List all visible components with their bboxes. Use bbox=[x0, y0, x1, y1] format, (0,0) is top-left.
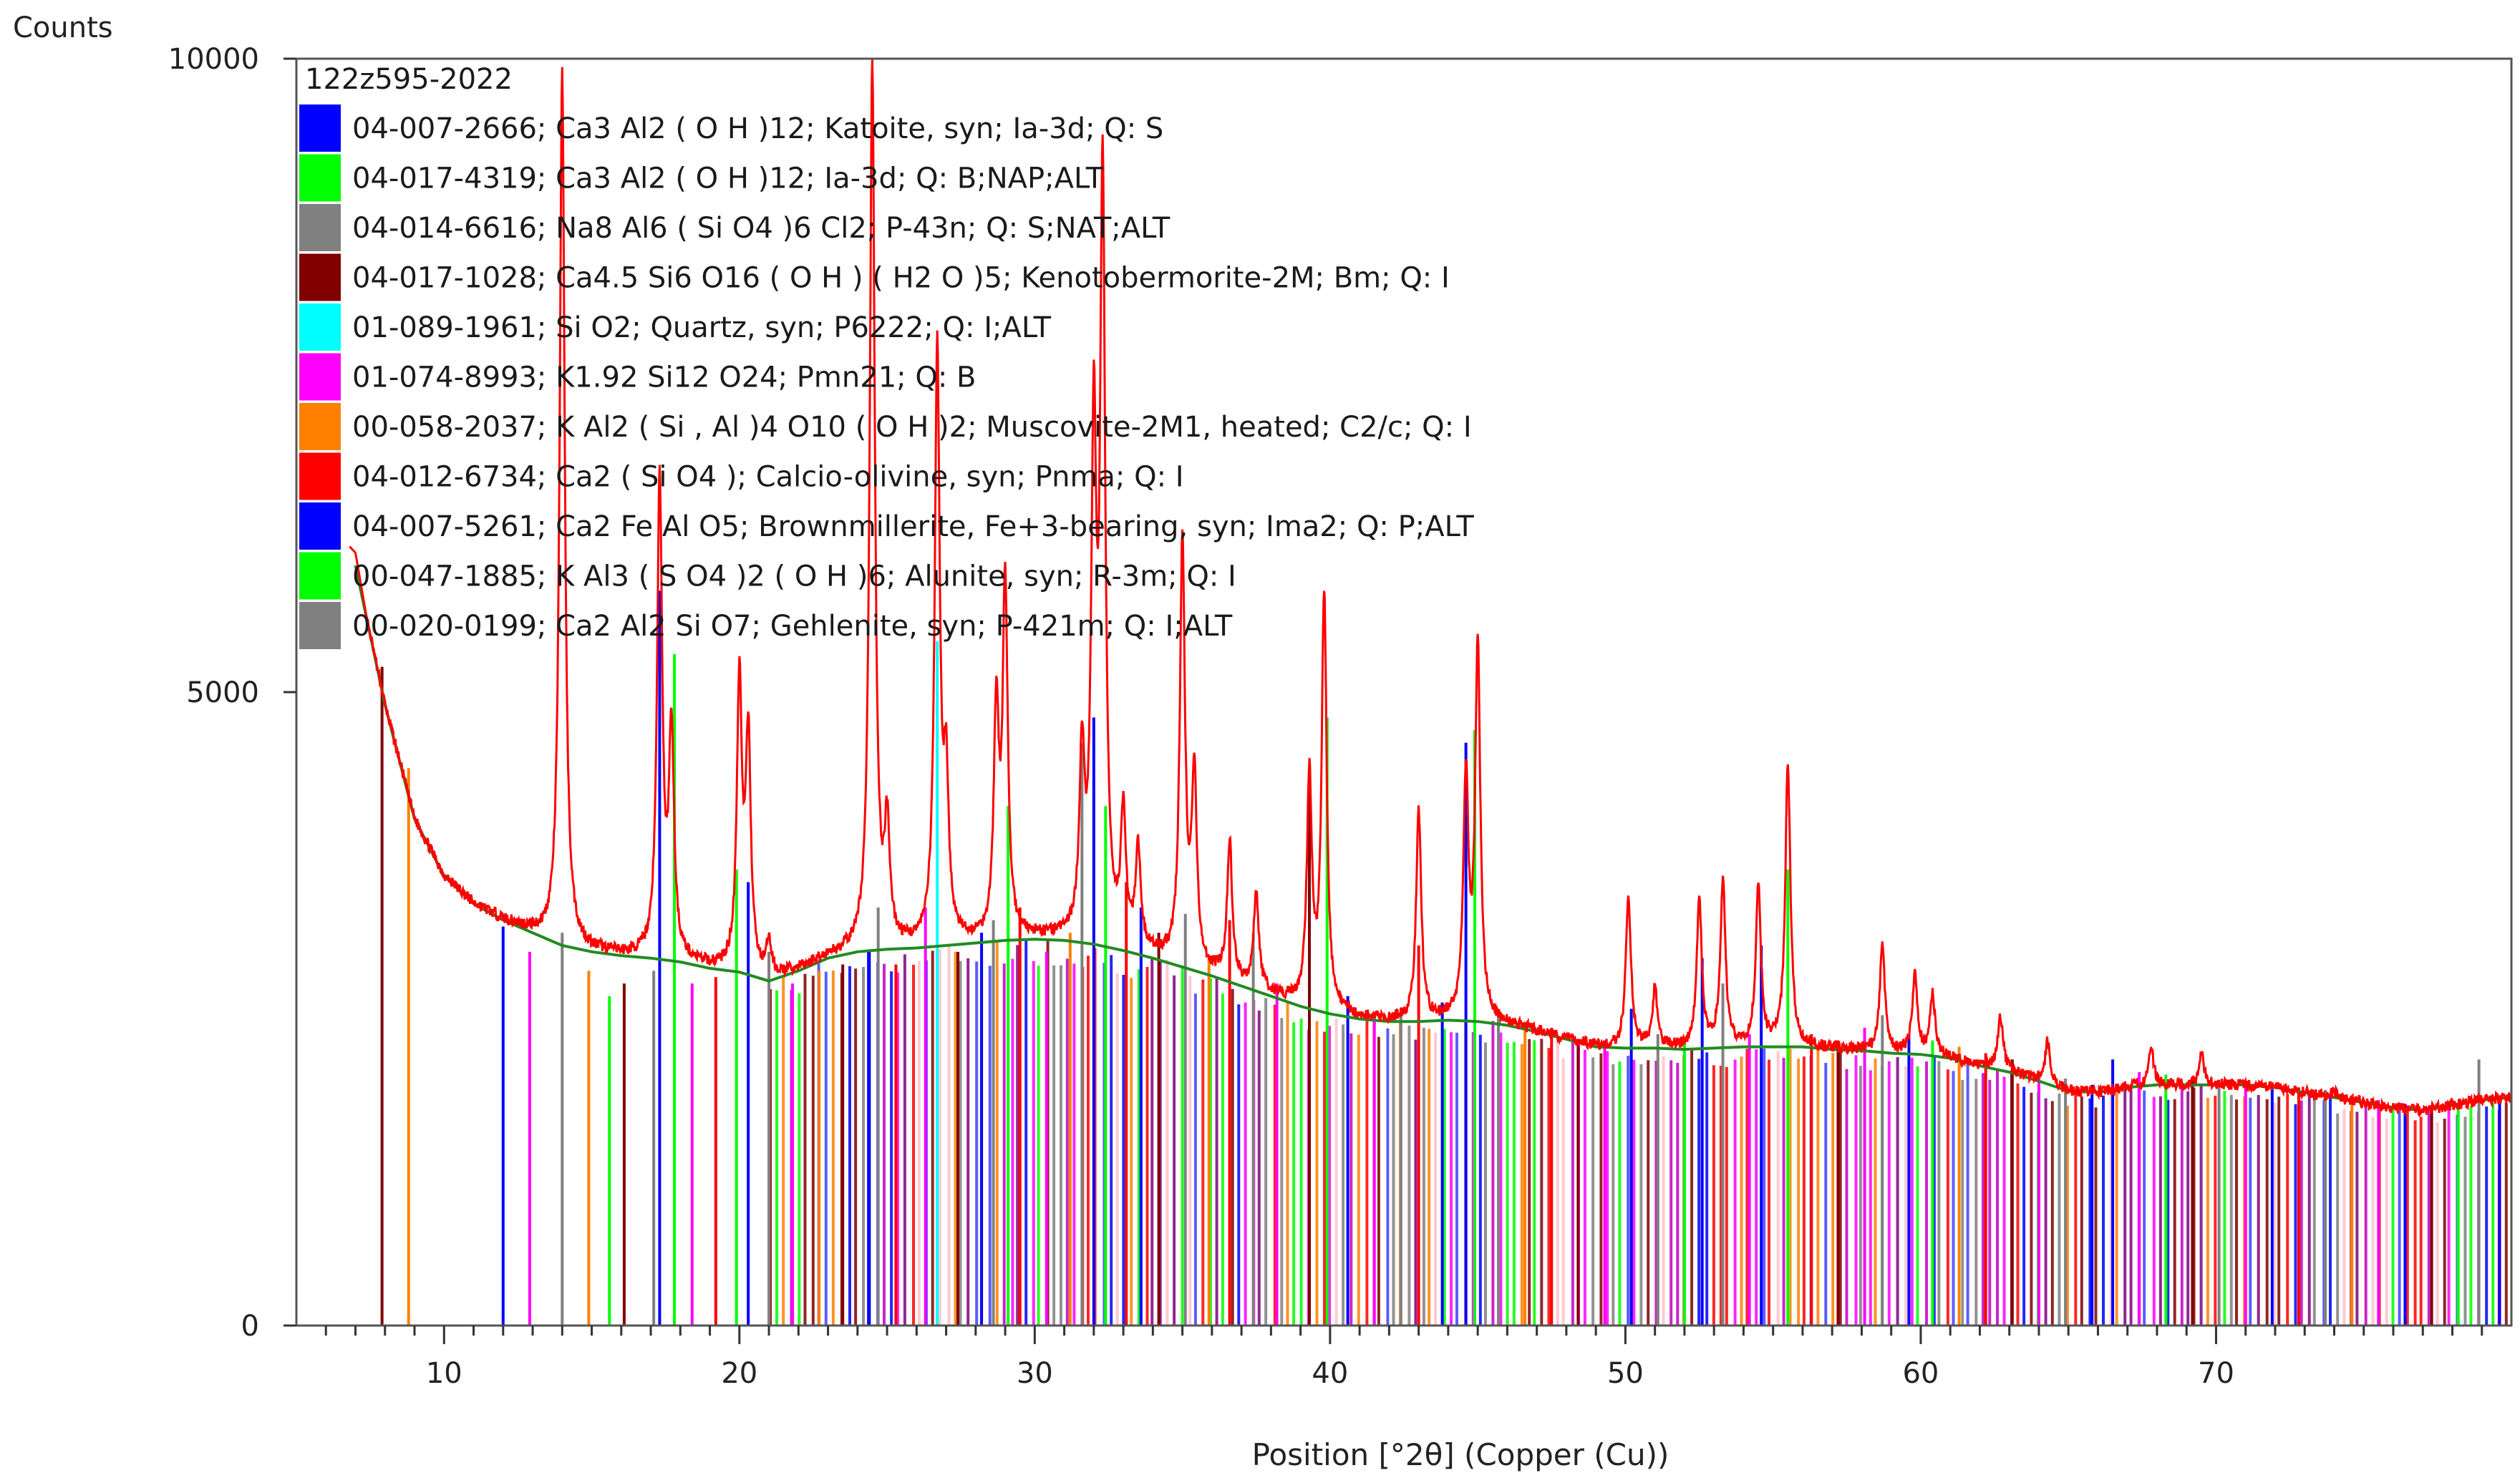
background-curve bbox=[354, 565, 2512, 1112]
legend-swatch bbox=[299, 502, 341, 550]
y-axis-label: Counts bbox=[13, 11, 113, 44]
x-tick-label: 70 bbox=[2198, 1357, 2234, 1390]
legend: 122z595-2022 04-007-2666; Ca3 Al2 ( O H … bbox=[299, 63, 1474, 649]
y-tick-label: 0 bbox=[241, 1310, 259, 1343]
y-tick-label: 10000 bbox=[168, 43, 259, 76]
legend-title: 122z595-2022 bbox=[305, 63, 513, 96]
plot-frame bbox=[295, 57, 2513, 1327]
legend-swatch bbox=[299, 452, 341, 500]
x-tick-label: 20 bbox=[721, 1357, 757, 1390]
legend-swatch bbox=[299, 253, 341, 301]
legend-entry: 00-058-2037; K Al2 ( Si , Al )4 O10 ( O … bbox=[352, 411, 1472, 444]
legend-entry: 01-089-1961; Si O2; Quartz, syn; P6222; … bbox=[352, 311, 1052, 344]
y-tick-label: 5000 bbox=[186, 676, 259, 709]
legend-swatch bbox=[299, 552, 341, 600]
legend-entry: 04-017-4319; Ca3 Al2 ( O H )12; Ia-3d; Q… bbox=[352, 162, 1104, 195]
legend-swatch bbox=[299, 602, 341, 649]
x-tick-label: 50 bbox=[1607, 1357, 1644, 1390]
legend-swatch bbox=[299, 353, 341, 401]
x-axis-ticks: 10 20 30 40 50 60 70 bbox=[324, 1326, 2483, 1390]
x-tick-label: 40 bbox=[1312, 1357, 1348, 1390]
legend-swatch bbox=[299, 104, 341, 152]
reference-sticks bbox=[380, 590, 2501, 1326]
y-axis-ticks: 0 5000 10000 bbox=[168, 43, 296, 1343]
legend-entry: 01-074-8993; K1.92 Si12 O24; Pmn21; Q: B bbox=[352, 361, 976, 394]
legend-entry: 04-007-5261; Ca2 Fe Al O5; Brownmillerit… bbox=[352, 510, 1474, 543]
observed-pattern-line bbox=[349, 58, 2511, 1118]
x-tick-label: 30 bbox=[1017, 1357, 1053, 1390]
x-axis-label: Position [°2θ] (Copper (Cu)) bbox=[1252, 1437, 1670, 1472]
legend-swatch bbox=[299, 204, 341, 251]
legend-swatch bbox=[299, 303, 341, 351]
legend-entry: 04-007-2666; Ca3 Al2 ( O H )12; Katoite,… bbox=[352, 112, 1163, 145]
legend-swatch bbox=[299, 403, 341, 450]
legend-entry: 04-017-1028; Ca4.5 Si6 O16 ( O H ) ( H2 … bbox=[352, 262, 1450, 295]
legend-entry: 04-012-6734; Ca2 ( Si O4 ); Calcio-olivi… bbox=[352, 461, 1184, 494]
x-tick-label: 10 bbox=[426, 1357, 462, 1390]
legend-entry: 04-014-6616; Na8 Al6 ( Si O4 )6 Cl2; P-4… bbox=[352, 212, 1171, 245]
legend-swatch bbox=[299, 154, 341, 202]
x-tick-label: 60 bbox=[1902, 1357, 1939, 1390]
legend-entry: 00-047-1885; K Al3 ( S O4 )2 ( O H )6; A… bbox=[352, 560, 1236, 593]
legend-entry: 00-020-0199; Ca2 Al2 Si O7; Gehlenite, s… bbox=[352, 610, 1233, 643]
